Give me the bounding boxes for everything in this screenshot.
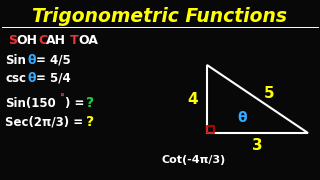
Text: OH: OH [16,35,37,48]
Text: = 5/4: = 5/4 [36,71,71,84]
Text: S: S [8,35,17,48]
Text: Cot(-4π/3): Cot(-4π/3) [162,155,226,165]
Text: 3: 3 [252,138,263,154]
Text: ?: ? [86,96,94,110]
Text: θ: θ [27,53,36,66]
Text: 5: 5 [264,87,275,102]
Text: 4: 4 [188,91,198,107]
Text: θ: θ [237,111,247,125]
Text: Sin(150: Sin(150 [5,96,56,109]
Text: Sin: Sin [5,53,26,66]
Text: θ: θ [27,71,36,84]
Text: C: C [38,35,47,48]
Text: ?: ? [86,115,94,129]
Text: = 4/5: = 4/5 [36,53,71,66]
Text: ) =: ) = [65,96,84,109]
Text: AH: AH [46,35,66,48]
Text: Trigonometric Functions: Trigonometric Functions [33,6,287,26]
Text: OA: OA [78,35,98,48]
Text: T: T [70,35,79,48]
Text: °: ° [59,93,64,103]
Text: Sec(2π/3) =: Sec(2π/3) = [5,116,83,129]
Bar [207,126,214,133]
Text: csc: csc [5,71,26,84]
